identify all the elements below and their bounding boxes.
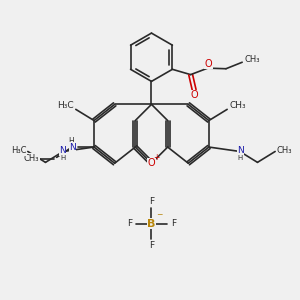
Text: F: F xyxy=(149,197,154,206)
Text: F: F xyxy=(127,219,132,228)
Text: B: B xyxy=(147,219,156,229)
Text: O: O xyxy=(191,90,199,100)
Text: H₃C: H₃C xyxy=(57,101,74,110)
Text: O: O xyxy=(205,59,212,69)
Text: N: N xyxy=(69,142,76,152)
Text: N: N xyxy=(237,146,244,155)
Text: H: H xyxy=(238,155,243,161)
Text: F: F xyxy=(171,219,176,228)
Text: N: N xyxy=(59,146,66,155)
Text: CH₃: CH₃ xyxy=(24,154,39,163)
Text: CH₃: CH₃ xyxy=(277,146,292,155)
Text: −: − xyxy=(156,210,162,219)
Text: +: + xyxy=(154,153,160,162)
Text: CH₃: CH₃ xyxy=(229,101,246,110)
Text: CH₃: CH₃ xyxy=(245,56,260,64)
Text: F: F xyxy=(149,241,154,250)
Text: O: O xyxy=(148,158,155,168)
Text: H₃C: H₃C xyxy=(11,146,26,155)
Text: H: H xyxy=(68,137,74,146)
Text: H: H xyxy=(60,155,65,161)
